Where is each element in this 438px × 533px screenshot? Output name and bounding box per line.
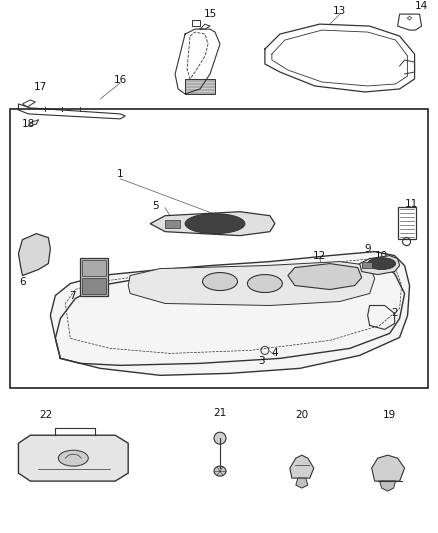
Bar <box>82 278 106 294</box>
Text: 4: 4 <box>272 349 278 358</box>
Text: 17: 17 <box>34 82 47 92</box>
Text: 8: 8 <box>82 276 88 286</box>
Text: 7: 7 <box>69 290 76 301</box>
Text: 6: 6 <box>19 277 26 287</box>
Text: 9: 9 <box>364 244 371 254</box>
Ellipse shape <box>202 272 237 290</box>
Text: 16: 16 <box>113 75 127 85</box>
Bar <box>362 262 372 268</box>
Polygon shape <box>128 262 374 305</box>
Ellipse shape <box>367 257 396 270</box>
Text: 19: 19 <box>383 410 396 420</box>
Text: 13: 13 <box>333 6 346 16</box>
Polygon shape <box>360 256 399 274</box>
Circle shape <box>214 432 226 444</box>
Polygon shape <box>50 252 410 375</box>
Polygon shape <box>288 264 362 289</box>
Bar <box>398 207 416 239</box>
Polygon shape <box>372 455 405 481</box>
Bar <box>165 220 180 228</box>
Ellipse shape <box>185 214 245 233</box>
Text: 22: 22 <box>39 410 52 420</box>
Text: 21: 21 <box>213 408 226 418</box>
Text: 11: 11 <box>405 199 418 209</box>
Polygon shape <box>18 233 50 276</box>
Text: 12: 12 <box>313 251 326 261</box>
Bar <box>82 260 106 276</box>
Text: 18: 18 <box>22 119 35 129</box>
Text: 20: 20 <box>295 410 308 420</box>
Polygon shape <box>150 212 275 236</box>
Bar <box>80 257 108 295</box>
Text: 10: 10 <box>375 251 388 261</box>
Text: 1: 1 <box>117 169 124 179</box>
Polygon shape <box>296 478 308 488</box>
Polygon shape <box>290 455 314 478</box>
Ellipse shape <box>58 450 88 466</box>
Bar <box>11 109 427 389</box>
Text: 5: 5 <box>152 201 159 211</box>
Text: 3: 3 <box>258 357 265 366</box>
Text: 2: 2 <box>391 309 398 319</box>
Ellipse shape <box>247 274 283 293</box>
Polygon shape <box>18 435 128 481</box>
Bar <box>192 20 200 26</box>
Polygon shape <box>185 79 215 94</box>
Ellipse shape <box>214 466 226 476</box>
Text: 14: 14 <box>415 1 428 11</box>
Text: 15: 15 <box>203 9 217 19</box>
Polygon shape <box>380 481 396 491</box>
